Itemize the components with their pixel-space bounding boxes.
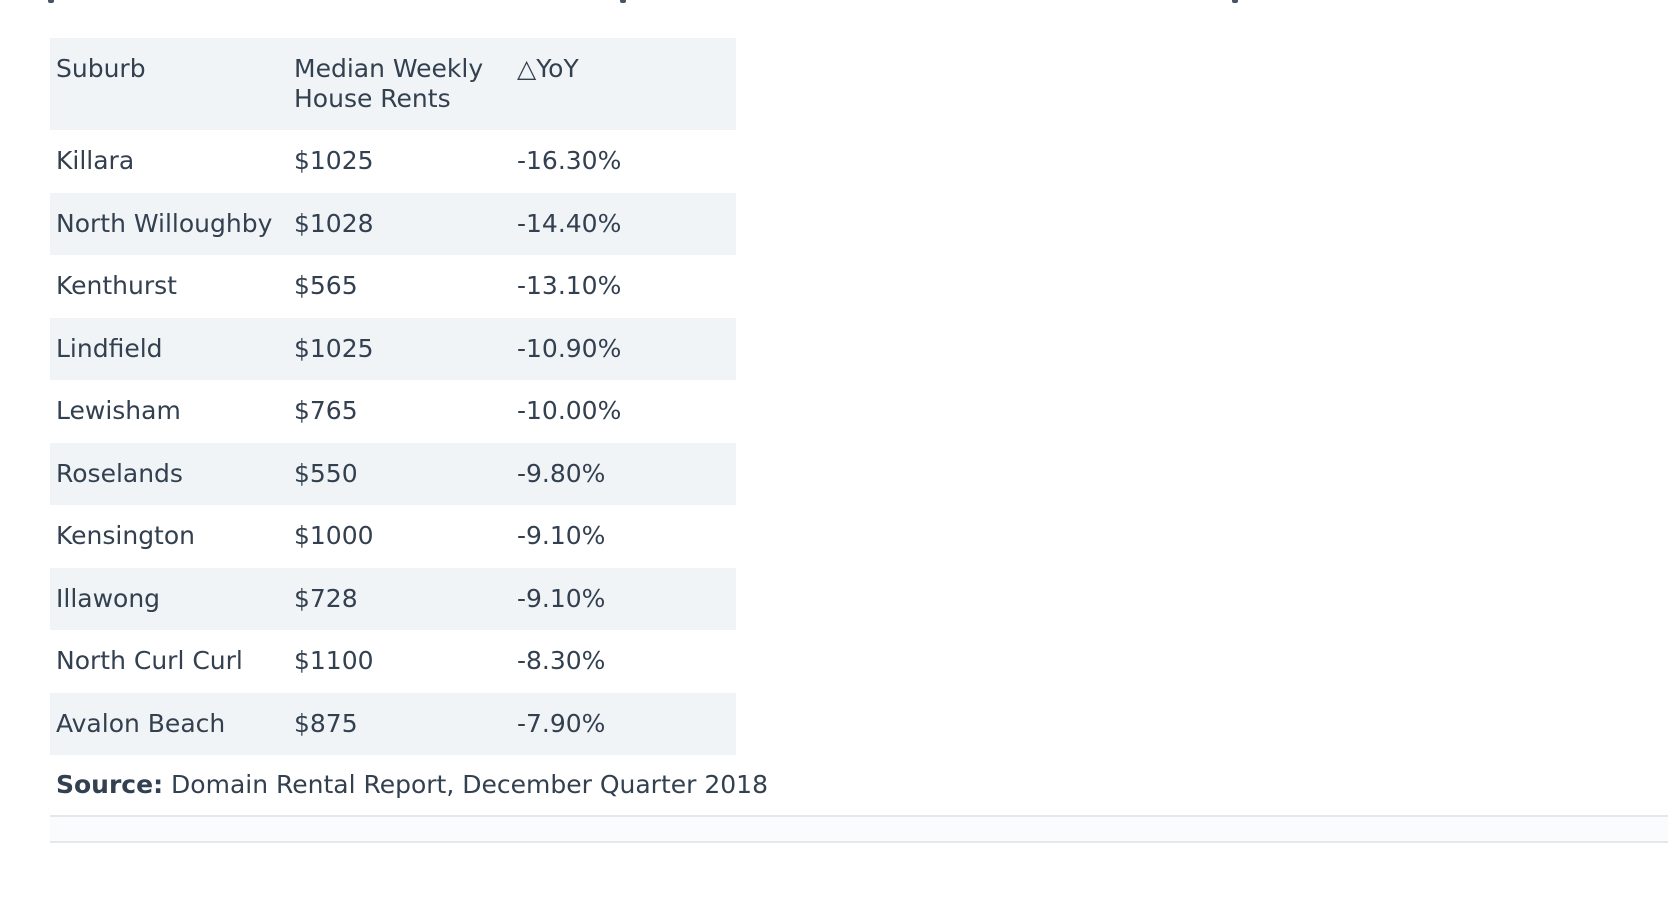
suburb-cell: Illawong (50, 567, 288, 630)
rent-cell: $1025 (288, 317, 511, 380)
table-row: Lindfield $1025 -10.90% (50, 317, 736, 380)
suburb-cell: Avalon Beach (50, 692, 288, 755)
table-body: Killara $1025 -16.30% North Willoughby $… (50, 130, 736, 755)
header-row: Suburb Median Weekly House Rents △YoY (50, 38, 736, 130)
table-row: Kenthurst $565 -13.10% (50, 255, 736, 318)
suburb-cell: Roselands (50, 442, 288, 505)
yoy-cell: -16.30% (517, 146, 622, 176)
table-header: Suburb Median Weekly House Rents △YoY (50, 38, 736, 130)
table-row: Lewisham $765 -10.00% (50, 380, 736, 443)
yoy-cell: -10.90% (511, 317, 736, 380)
column-header-median-weekly-rent: Median Weekly House Rents (288, 38, 511, 130)
rent-table: Suburb Median Weekly House Rents △YoY Ki… (50, 38, 736, 755)
column-header-yoy-change: △YoY (511, 38, 736, 130)
rent-cell: $550 (288, 442, 511, 505)
yoy-cell: -13.10% (517, 271, 622, 301)
table-row: North Curl Curl $1100 -8.30% (50, 630, 736, 693)
previous-paragraph-text-fragment (0, 0, 1668, 4)
table-row: Killara $1025 -16.30% (50, 130, 736, 193)
table-row: Kensington $1000 -9.10% (50, 505, 736, 568)
rent-cell: $1025 (294, 146, 374, 176)
section-divider (50, 815, 1668, 843)
table-row: Roselands $550 -9.80% (50, 442, 736, 505)
table-row: North Willoughby $1028 -14.40% (50, 192, 736, 255)
yoy-cell: -10.00% (517, 396, 622, 426)
suburb-cell: Killara (56, 146, 135, 176)
rent-cell: $565 (294, 271, 358, 301)
column-header-suburb: Suburb (50, 38, 288, 130)
suburb-cell: Kensington (56, 521, 196, 551)
suburb-cell: Lindfield (50, 317, 288, 380)
source-text: Domain Rental Report, December Quarter 2… (171, 770, 768, 799)
rent-cell: $1000 (294, 521, 374, 551)
yoy-cell: -9.10% (511, 567, 736, 630)
rent-cell: $875 (288, 692, 511, 755)
suburb-cell: Lewisham (56, 396, 181, 426)
rent-cell: $1100 (294, 646, 374, 676)
suburb-cell: North Curl Curl (56, 646, 243, 676)
yoy-cell: -8.30% (517, 646, 606, 676)
suburb-cell: North Willoughby (50, 192, 288, 255)
source-caption: Source: Domain Rental Report, December Q… (56, 770, 768, 800)
yoy-cell: -7.90% (511, 692, 736, 755)
table-row: Illawong $728 -9.10% (50, 567, 736, 630)
source-label: Source: (56, 770, 164, 799)
rent-cell: $1028 (288, 192, 511, 255)
table-row: Avalon Beach $875 -7.90% (50, 692, 736, 755)
suburb-cell: Kenthurst (56, 271, 177, 301)
rent-cell: $765 (294, 396, 358, 426)
yoy-cell: -9.80% (511, 442, 736, 505)
yoy-cell: -14.40% (511, 192, 736, 255)
yoy-cell: -9.10% (517, 521, 606, 551)
rent-cell: $728 (288, 567, 511, 630)
